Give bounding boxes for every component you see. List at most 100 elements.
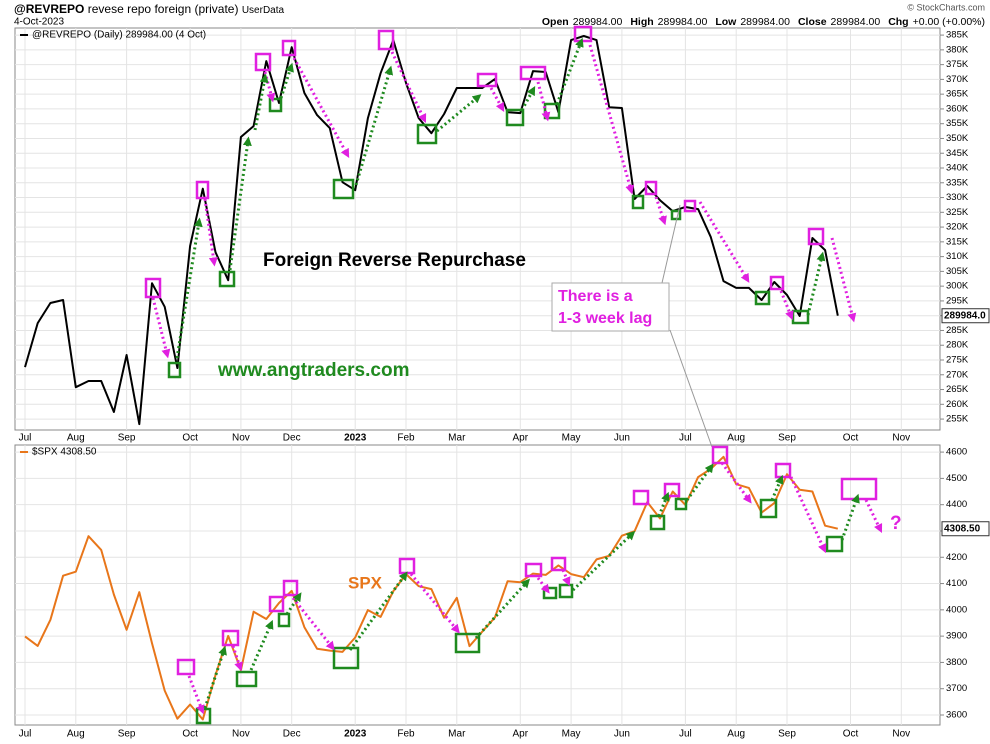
x-tick-label: Mar [448,433,466,444]
x-tick-label: Jul [19,729,32,740]
date: 4-Oct-2023 [14,17,64,28]
x-tick-label: Oct [843,433,859,444]
x-tick-label: Oct [843,729,859,740]
y-tick-label: 330K [946,192,969,203]
x-tick-label: Mar [448,729,466,740]
x-tick-label: Aug [727,433,745,444]
y-tick-label: 360K [946,103,969,114]
y-tick-label: 370K [946,74,969,85]
y-tick-label: 255K [946,414,969,425]
y-tick-label: 260K [946,399,969,410]
lag-note: 1-3 week lag [558,310,652,327]
x-tick-label: Feb [397,729,415,740]
last-value-label: 289984.0 [944,310,986,321]
x-tick-label: Jul [19,433,32,444]
ohlc-row: Open 289984.00 High 289984.00 Low 289984.00 Cl… [542,16,985,28]
y-tick-label: 4100 [946,578,967,589]
y-tick-label: 380K [946,44,969,55]
y-tick-label: 275K [946,355,969,366]
y-tick-label: 4400 [946,499,967,510]
y-tick-label: 3700 [946,683,967,694]
annotation: Foreign Reverse Repurchase [263,250,526,271]
ohlc-label: Chg [888,16,908,28]
x-tick-label: Nov [892,433,910,444]
x-tick-label: Oct [182,433,198,444]
x-tick-label: Dec [283,433,301,444]
x-tick-label: Aug [67,433,85,444]
series-line [24,35,839,426]
x-tick-label: Aug [67,729,85,740]
y-tick-label: 3800 [946,657,967,668]
y-tick-label: 355K [946,118,969,129]
y-tick-label: 265K [946,384,969,395]
x-tick-label: Sep [778,433,796,444]
annotation: www.angtraders.com [217,360,409,381]
ohlc-value: +0.00 (+0.00%) [913,16,985,28]
y-tick-label: 335K [946,177,969,188]
x-tick-label: Sep [118,729,136,740]
x-tick-label: Nov [232,729,250,740]
symbol: @REVREPO [14,2,84,16]
ohlc-value: 289984.00 [573,16,623,28]
y-tick-label: 320K [946,222,969,233]
y-tick-label: 3600 [946,710,967,721]
source: UserData [242,5,285,16]
x-tick-label: 2023 [344,729,367,740]
y-tick-label: 295K [946,295,969,306]
series-line [24,455,839,721]
x-tick-label: Dec [283,729,301,740]
ohlc-value: 289984.00 [831,16,881,28]
ohlc-label: Close [798,16,827,28]
y-tick-label: 315K [946,236,969,247]
x-tick-label: Sep [118,433,136,444]
x-tick-label: Apr [513,433,529,444]
plot-layer: 255K260K265K270K275K280K285K290K295K300K… [14,27,990,740]
x-tick-label: Nov [892,729,910,740]
x-tick-label: Jun [614,433,630,444]
last-value-tag [941,308,990,324]
x-tick-label: Sep [778,729,796,740]
y-tick-label: 4200 [946,552,967,563]
x-tick-label: 2023 [344,433,367,444]
y-tick-label: 4600 [946,447,967,458]
x-tick-label: Oct [182,729,198,740]
y-tick-label: 300K [946,281,969,292]
y-tick-label: 385K [946,30,969,41]
ohlc-label: Low [715,16,737,28]
y-tick-label: 365K [946,89,969,100]
x-tick-label: Aug [727,729,745,740]
y-tick-label: 340K [946,163,969,174]
plot-area [14,444,941,726]
y-tick-label: 4000 [946,604,967,615]
x-tick-label: Jun [614,729,630,740]
ohlc-label: Open [542,16,569,28]
x-tick-label: Nov [232,433,250,444]
x-tick-label: Jul [679,433,692,444]
y-tick-label: 325K [946,207,969,218]
y-tick-label: 280K [946,340,969,351]
y-tick-label: 4500 [946,473,967,484]
header-title: @REVREPO revese repo foreign (private) U… [14,2,285,16]
y-tick-label: 270K [946,369,969,380]
x-tick-label: Jul [679,729,692,740]
ohlc-value: 289984.00 [740,16,790,28]
y-tick-label: 350K [946,133,969,144]
x-tick-label: May [562,729,581,740]
description: revese repo foreign (private) [88,2,239,16]
legend-label: $SPX 4308.50 [32,447,97,458]
x-tick-label: Apr [513,729,529,740]
last-value-tag [941,521,990,537]
y-tick-label: 285K [946,325,969,336]
y-tick-label: 345K [946,148,969,159]
y-tick-label: 375K [946,59,969,70]
legend-label: @REVREPO (Daily) 289984.00 (4 Oct) [32,30,206,41]
y-tick-label: 310K [946,251,969,262]
last-value-label: 4308.50 [944,523,981,534]
annotation-shapes [144,25,883,725]
x-tick-label: May [562,433,581,444]
annotation: ? [890,513,902,534]
x-tick-label: Feb [397,433,415,444]
annotation: SPX [348,573,383,592]
lag-note: There is a [558,288,633,305]
